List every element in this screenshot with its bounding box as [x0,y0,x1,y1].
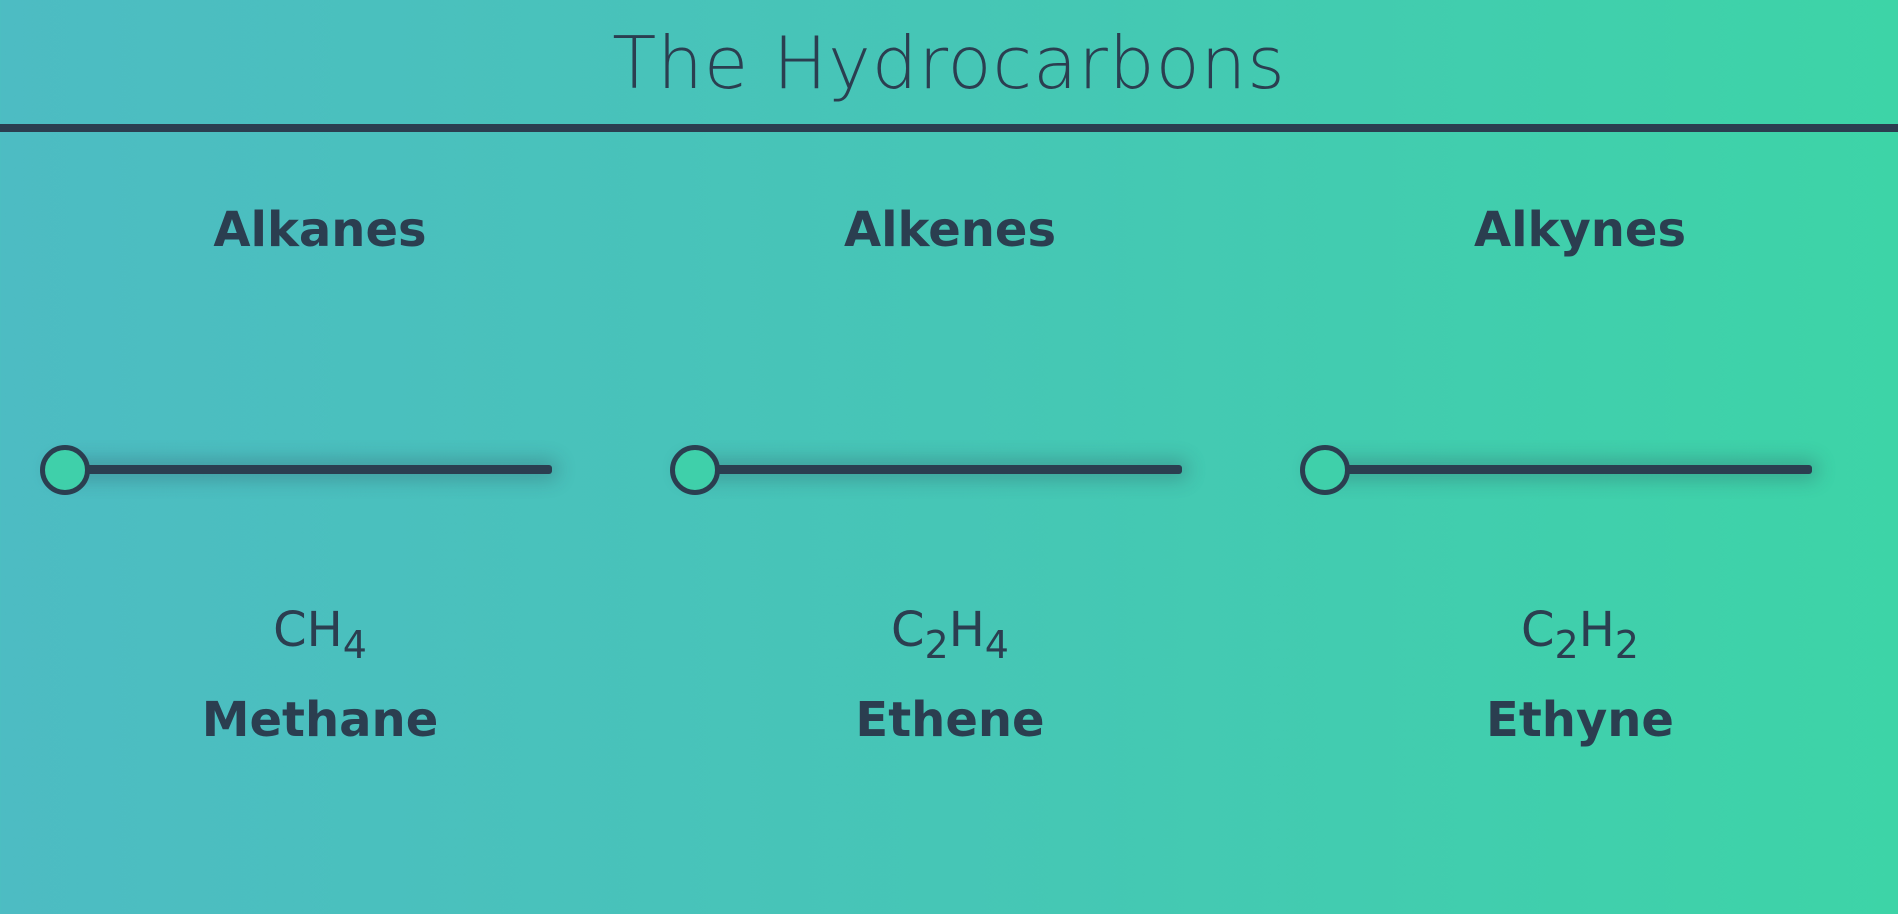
formula-element: H [948,602,985,658]
group-name-alkanes: Alkanes [213,202,427,258]
slider-thumb[interactable] [1300,445,1350,495]
slider-thumb[interactable] [670,445,720,495]
slider-thumb[interactable] [40,445,90,495]
carbon-count-slider-alkynes[interactable] [1300,444,1812,495]
compound-name-alkenes: Ethene [855,692,1045,748]
compound-name-alkanes: Methane [201,692,439,748]
carbon-count-slider-alkanes[interactable] [40,444,552,495]
carbon-count-slider-alkenes[interactable] [670,444,1182,495]
formula-element: C [273,602,307,658]
group-name-alkenes: Alkenes [843,202,1057,258]
formula-alkynes: C2H2 [1260,600,1898,664]
formula-element: C [891,602,925,658]
formula-alkanes: CH4 [0,600,640,664]
alkynes-column: Alkynes C2H2 Ethyne [1260,132,1890,914]
formula-element: H [1578,602,1615,658]
page-title: The Hydrocarbons [612,21,1286,105]
formula-subscript: 2 [1614,623,1639,667]
formula-subscript: 4 [984,623,1009,667]
alkenes-column: Alkenes C2H4 Ethene [630,132,1260,914]
formula-alkenes: C2H4 [630,600,1270,664]
slider-track[interactable] [686,465,1182,474]
compound-name-alkynes: Ethyne [1486,692,1674,748]
slider-track[interactable] [1316,465,1812,474]
group-name-alkynes: Alkynes [1473,202,1687,258]
slider-track[interactable] [56,465,552,474]
formula-element: H [306,602,343,658]
alkanes-column: Alkanes CH4 Methane [0,132,630,914]
header-divider [0,124,1898,132]
formula-subscript: 2 [924,623,949,667]
page-header: The Hydrocarbons [0,0,1898,125]
formula-subscript: 4 [342,623,367,667]
formula-subscript: 2 [1554,623,1579,667]
hydrocarbon-columns: Alkanes CH4 Methane Alkenes C2H4 Ethene … [0,132,1898,914]
formula-element: C [1521,602,1555,658]
